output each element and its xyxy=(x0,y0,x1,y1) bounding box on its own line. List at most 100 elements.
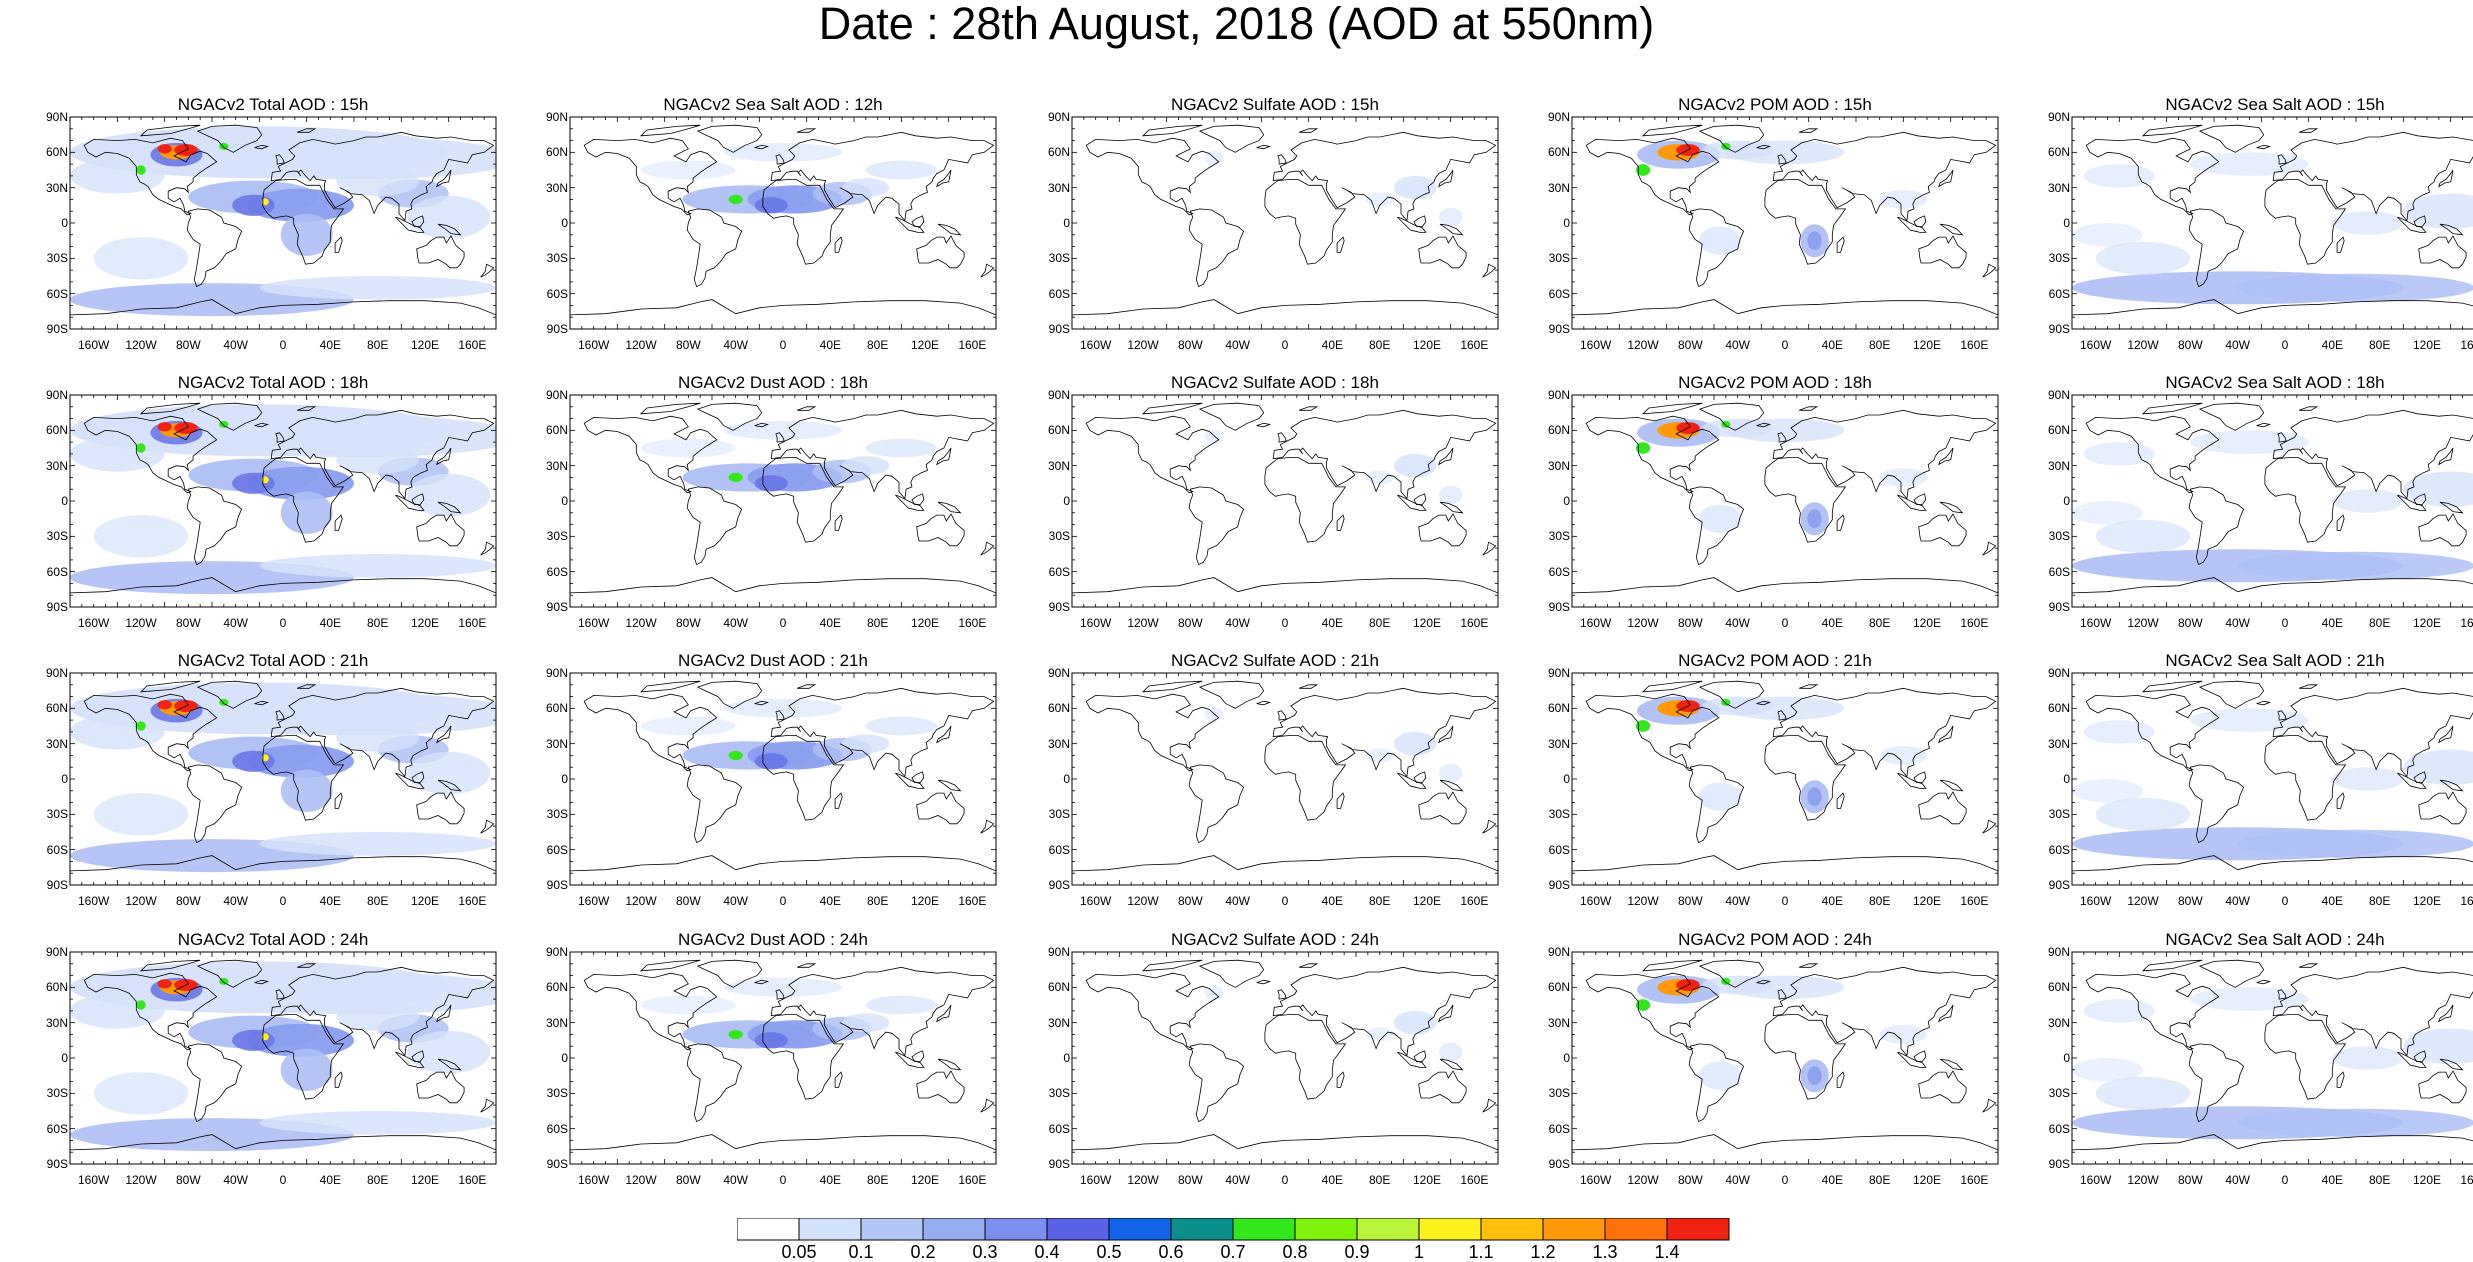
lon-tick-label: 40E xyxy=(2321,894,2343,908)
lat-tick-label: 90N xyxy=(1547,110,1570,124)
aod-blob xyxy=(157,700,172,710)
aod-field xyxy=(1635,975,1927,1093)
aod-blob xyxy=(641,438,736,458)
lon-tick-label: 120E xyxy=(1412,338,1442,352)
coastline-greenland xyxy=(696,124,763,153)
lon-tick-label: 80W xyxy=(1177,338,1203,352)
coastline-iceland xyxy=(1256,700,1272,706)
aod-blob xyxy=(641,160,736,180)
colorbar-box xyxy=(984,1218,1048,1241)
map-panel: NGACv2 Total AOD : 21h 90N 60N 30N 0 30S 60S 90… xyxy=(38,651,498,921)
coastline-arctic-islands xyxy=(2141,124,2203,137)
aod-blob xyxy=(336,167,420,196)
coastline-iceland xyxy=(254,144,270,150)
lat-tick-label: 90N xyxy=(1547,388,1570,402)
coastline-greenland xyxy=(196,402,263,431)
lat-tick-label: 30S xyxy=(46,251,68,266)
figure-title: Date : 28th August, 2018 (AOD at 550nm) xyxy=(818,0,1655,49)
coastline-madagascar xyxy=(1836,514,1845,531)
aod-blob xyxy=(93,1072,189,1115)
coastline-uk xyxy=(2277,710,2287,721)
coastline-indonesia xyxy=(395,216,425,233)
colorbar-tick-label: 0.9 xyxy=(1344,1242,1370,1262)
coastline-africa xyxy=(1264,457,1347,543)
lon-tick-label: 40E xyxy=(1821,894,1843,908)
coastline-japan xyxy=(936,169,952,188)
coastline-iceland xyxy=(754,979,770,985)
lon-tick-label: 160E xyxy=(958,616,987,630)
lat-tick-label: 30N xyxy=(2047,736,2070,751)
aod-blob xyxy=(2237,829,2473,858)
aod-blob xyxy=(157,979,172,989)
coastline-new-guinea xyxy=(2439,223,2464,236)
coastline-new-guinea xyxy=(2439,501,2464,514)
aod-blob xyxy=(261,198,269,206)
coastline-new-zealand xyxy=(1482,541,1497,556)
coastline-eurasia xyxy=(1772,687,1997,778)
aod-blob xyxy=(2332,1046,2404,1070)
coastline-greenland xyxy=(696,402,763,431)
colorbar-tick-label: 1.3 xyxy=(1592,1242,1618,1262)
coastline-japan xyxy=(1938,725,1954,744)
coastline-borneo xyxy=(411,1050,425,1062)
coastline-eurasia xyxy=(770,966,995,1057)
aod-blob xyxy=(1393,731,1437,756)
coastline-australia xyxy=(916,235,965,269)
coastline-borneo xyxy=(411,215,425,227)
coastline-greenland xyxy=(2198,402,2265,431)
coastline-svalbard xyxy=(2299,963,2319,968)
coastline-svalbard xyxy=(1299,963,1319,968)
coastline-new-guinea xyxy=(937,501,962,514)
coastline-south-america xyxy=(186,764,243,844)
coastline-greenland xyxy=(1198,124,1265,153)
lon-tick-label: 160W xyxy=(77,338,110,352)
coastline-africa xyxy=(762,179,845,265)
coastline-eurasia xyxy=(1272,409,1497,500)
coastlines xyxy=(570,959,996,1151)
coastline-antarctica-line xyxy=(2072,577,2473,594)
lat-tick-label: 90S xyxy=(2048,322,2070,336)
lon-tick-label: 160W xyxy=(1079,894,1112,908)
colorbar-box xyxy=(860,1218,924,1241)
aod-blob xyxy=(1698,1061,1742,1090)
coastline-borneo xyxy=(911,771,925,783)
lat-tick-label: 30S xyxy=(2048,251,2070,266)
lon-tick-label: 0 xyxy=(2281,894,2289,908)
coastline-indonesia xyxy=(1397,1051,1427,1068)
aod-blob xyxy=(1438,207,1463,227)
lon-tick-label: 80E xyxy=(866,1173,889,1187)
aod-blob xyxy=(1879,1025,1927,1044)
coastline-eurasia xyxy=(1772,131,1997,222)
coastline-africa xyxy=(2264,457,2347,543)
aod-blob xyxy=(232,750,275,772)
lon-tick-label: 0 xyxy=(2281,616,2289,630)
lat-tick-label: 60N xyxy=(1047,980,1070,995)
coastline-new-zealand xyxy=(1982,541,1997,556)
coastline-arctic-islands xyxy=(1141,680,1203,693)
coastline-south-america xyxy=(2188,1043,2245,1123)
lon-tick-label: 160W xyxy=(577,338,610,352)
world-map xyxy=(2071,394,2473,608)
lon-tick-label: 40W xyxy=(223,338,248,352)
coastline-south-america xyxy=(1188,208,1245,288)
aod-blob xyxy=(723,977,843,997)
aod-field xyxy=(1204,986,1463,1062)
lon-tick-label: 80E xyxy=(866,894,889,908)
lat-tick-label: 90N xyxy=(1047,666,1070,680)
aod-blob xyxy=(247,1023,354,1057)
lat-tick-label: 60S xyxy=(546,1121,568,1136)
axis-ticks xyxy=(2071,672,2463,886)
aod-blob xyxy=(232,1029,275,1051)
lat-tick-label: 0 xyxy=(1563,494,1570,508)
coastline-iceland xyxy=(754,700,770,706)
coastline-south-america xyxy=(1188,764,1245,844)
aod-blob xyxy=(2190,430,2309,454)
aod-blob xyxy=(842,1013,890,1033)
lon-tick-label: 120E xyxy=(2412,616,2442,630)
lon-tick-label: 40W xyxy=(1225,338,1250,352)
aod-blob xyxy=(336,445,420,474)
map-panel: NGACv2 Total AOD : 24h 90N 60N 30N 0 30S 60S 90… xyxy=(38,930,498,1200)
lat-tick-label: 60S xyxy=(46,286,68,301)
coastline-uk xyxy=(1777,710,1787,721)
coastline-borneo xyxy=(911,1050,925,1062)
